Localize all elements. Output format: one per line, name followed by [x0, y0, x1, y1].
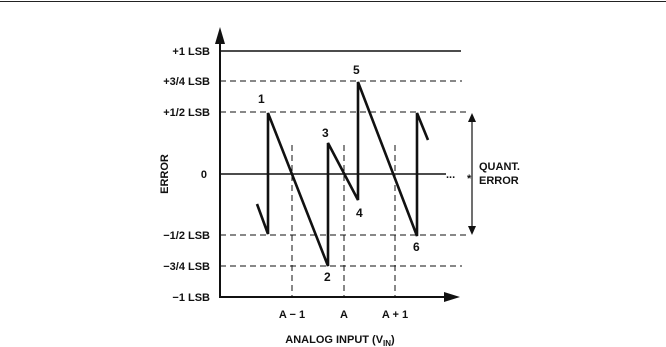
annotation-label-line2: ERROR: [479, 175, 519, 187]
annotation-star-icon: *: [467, 173, 472, 185]
point-label-5: 5: [353, 63, 360, 77]
bracket-down-arrow-icon: [468, 226, 476, 235]
annotation-ellipsis: ...: [446, 169, 455, 181]
y-tick-label: +1 LSB: [172, 46, 210, 58]
point-label-3: 3: [322, 126, 329, 140]
y-tick-label: −1 LSB: [172, 292, 210, 304]
x-axis-arrow-icon: [444, 292, 460, 302]
y-tick-label: −3/4 LSB: [163, 261, 210, 273]
point-label-2: 2: [324, 270, 331, 284]
point-label-4: 4: [356, 206, 363, 220]
y-tick-label: −1/2 LSB: [163, 230, 210, 242]
point-label-6: 6: [413, 240, 420, 254]
point-label-1: 1: [258, 92, 265, 106]
x-tick-label: A + 1: [382, 309, 408, 321]
x-tick-label: A: [340, 309, 348, 321]
bracket-up-arrow-icon: [468, 113, 476, 122]
y-tick-label: +3/4 LSB: [163, 76, 210, 88]
y-axis-arrow-icon: [215, 27, 225, 44]
y-axis-title: ERROR: [159, 154, 171, 194]
error-sawtooth-curve: [255, 81, 430, 267]
y-tick-label: 0: [201, 169, 207, 181]
x-tick-label: A − 1: [279, 309, 305, 321]
x-axis-title: ANALOG INPUT (VIN): [285, 334, 395, 347]
annotation-label-line1: QUANT.: [479, 161, 520, 173]
y-tick-label: +1/2 LSB: [163, 107, 210, 119]
